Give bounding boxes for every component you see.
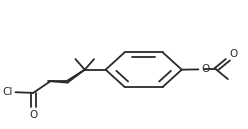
Text: Cl: Cl <box>2 87 13 97</box>
Text: O: O <box>29 110 37 120</box>
Text: O: O <box>230 49 238 59</box>
Text: O: O <box>202 64 210 74</box>
